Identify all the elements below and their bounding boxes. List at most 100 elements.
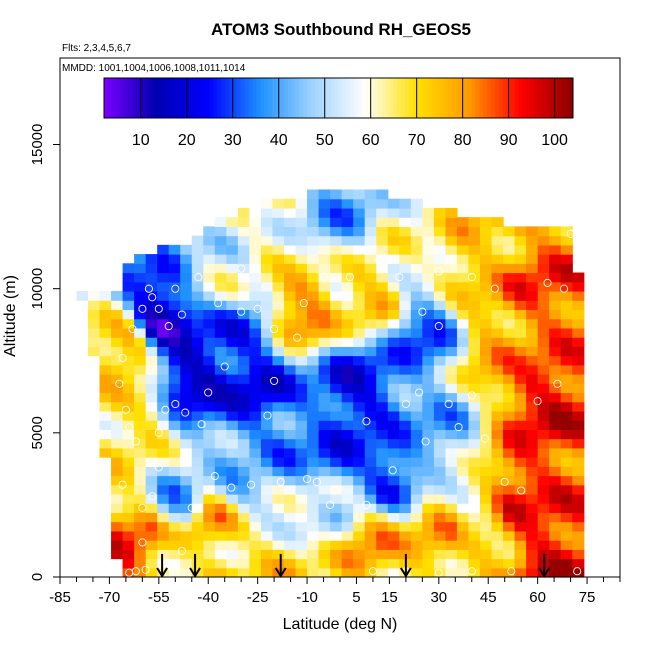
heat-cell-660: [134, 420, 147, 430]
heat-cell-819: [514, 392, 527, 403]
heat-cell-388: [353, 484, 366, 495]
heat-cell-1379: [168, 263, 181, 274]
heat-cell-110: [456, 549, 470, 560]
heat-cell-128: [191, 540, 204, 550]
obs-point-33: [128, 324, 137, 334]
obs-point-20: [148, 492, 157, 501]
heat-cell-1253: [99, 290, 112, 301]
heat-cell-570: [549, 447, 562, 458]
heat-cell-190: [433, 530, 447, 541]
heat-cell-5: [180, 567, 193, 578]
heat-cell-1556: [249, 217, 262, 227]
heat-cell-69: [456, 558, 470, 569]
heat-cell-948: [549, 364, 562, 375]
colorbar-seg-47: [287, 78, 293, 118]
heat-cell-42: [145, 558, 158, 569]
heat-cell-404: [537, 484, 550, 495]
heat-cell-259: [284, 512, 297, 523]
heat-cell-825: [99, 383, 112, 394]
heat-cell-1161: [537, 318, 550, 329]
heat-cell-1033: [549, 346, 562, 357]
colorbar-seg-86: [440, 78, 445, 118]
flight-arrow-2: [274, 553, 287, 578]
heat-cell-1102: [353, 327, 366, 338]
heat-cell-1545: [480, 226, 493, 237]
heat-cell-245: [122, 512, 135, 523]
heat-cell-664: [180, 420, 193, 430]
heat-cell-973: [353, 355, 366, 366]
heat-cell-977: [399, 355, 412, 366]
heat-cell-418: [226, 475, 239, 486]
heat-cell-1229: [330, 300, 343, 311]
heat-cell-236: [491, 521, 504, 532]
colorbar-seg-55: [318, 78, 324, 118]
heat-cell-1612: [318, 189, 331, 200]
heat-cell-796: [249, 392, 262, 403]
heat-cell-761: [330, 401, 343, 412]
heat-cell-1559: [284, 217, 297, 227]
heat-cell-1137: [260, 318, 274, 329]
heat-cell-1461: [260, 244, 274, 255]
heat-cell-989: [537, 355, 550, 366]
heat-cell-343: [307, 493, 320, 504]
heat-cell-353: [422, 493, 435, 504]
heat-cell-538: [180, 447, 193, 458]
heat-cell-908: [572, 374, 585, 384]
heat-cell-834: [203, 383, 216, 394]
heat-cell-626: [226, 429, 239, 440]
heat-cell-421: [260, 475, 274, 486]
heat-cell-1508: [422, 235, 435, 246]
heat-cell-925: [284, 364, 297, 375]
heat-cell-914: [157, 364, 170, 375]
heat-cell-268: [387, 512, 400, 523]
heat-cell-584: [226, 438, 239, 449]
heat-cell-541: [214, 447, 227, 458]
heat-cell-78: [560, 558, 573, 569]
heat-cell-725: [399, 410, 412, 421]
heat-cell-484: [514, 466, 527, 477]
heat-cell-234: [468, 521, 481, 532]
heat-cell-1223: [260, 300, 274, 311]
heat-cell-554: [364, 447, 377, 458]
heat-cell-1246: [526, 300, 539, 311]
obs-point-48: [375, 255, 384, 264]
heat-cell-1359: [399, 272, 412, 283]
heat-cell-1524: [237, 226, 251, 237]
heat-cell-90: [226, 549, 239, 560]
heat-cell-1478: [456, 244, 470, 255]
heat-cell-360: [503, 493, 516, 504]
heat-cell-188: [410, 530, 423, 541]
heat-cell-669: [237, 420, 251, 430]
heat-cell-1428: [295, 254, 308, 264]
heat-cell-1155: [468, 318, 481, 329]
heat-cell-362: [526, 493, 539, 504]
colorbar-seg-106: [518, 78, 523, 118]
heat-cell-995: [111, 346, 124, 357]
heat-cell-114: [503, 549, 516, 560]
heat-cell-302: [307, 503, 320, 514]
heat-cell-118: [549, 549, 562, 560]
heat-cell-308: [376, 503, 389, 514]
heat-cell-1171: [157, 309, 170, 320]
heat-cell-409: [122, 475, 135, 486]
heat-cell-217: [272, 521, 285, 532]
heat-cell-325: [572, 503, 585, 514]
heat-cell-1503: [364, 235, 377, 246]
heat-cell-485: [526, 466, 539, 477]
heat-cell-479: [456, 466, 470, 477]
heat-cell-884: [295, 374, 308, 384]
heat-cell-314: [445, 503, 458, 514]
heat-cell-666: [203, 420, 216, 430]
heat-cell-1613: [330, 189, 343, 200]
heat-cell-1004: [214, 346, 227, 357]
heat-cell-1400: [410, 263, 423, 274]
heat-cell-1598: [272, 198, 285, 209]
heat-cell-613: [560, 438, 573, 449]
heat-cell-557: [399, 447, 412, 458]
heat-cell-1604: [341, 198, 354, 209]
heat-cell-684: [410, 420, 423, 430]
heat-cell-456: [191, 466, 204, 477]
heat-cell-821: [537, 392, 550, 403]
heat-cell-979: [422, 355, 435, 366]
